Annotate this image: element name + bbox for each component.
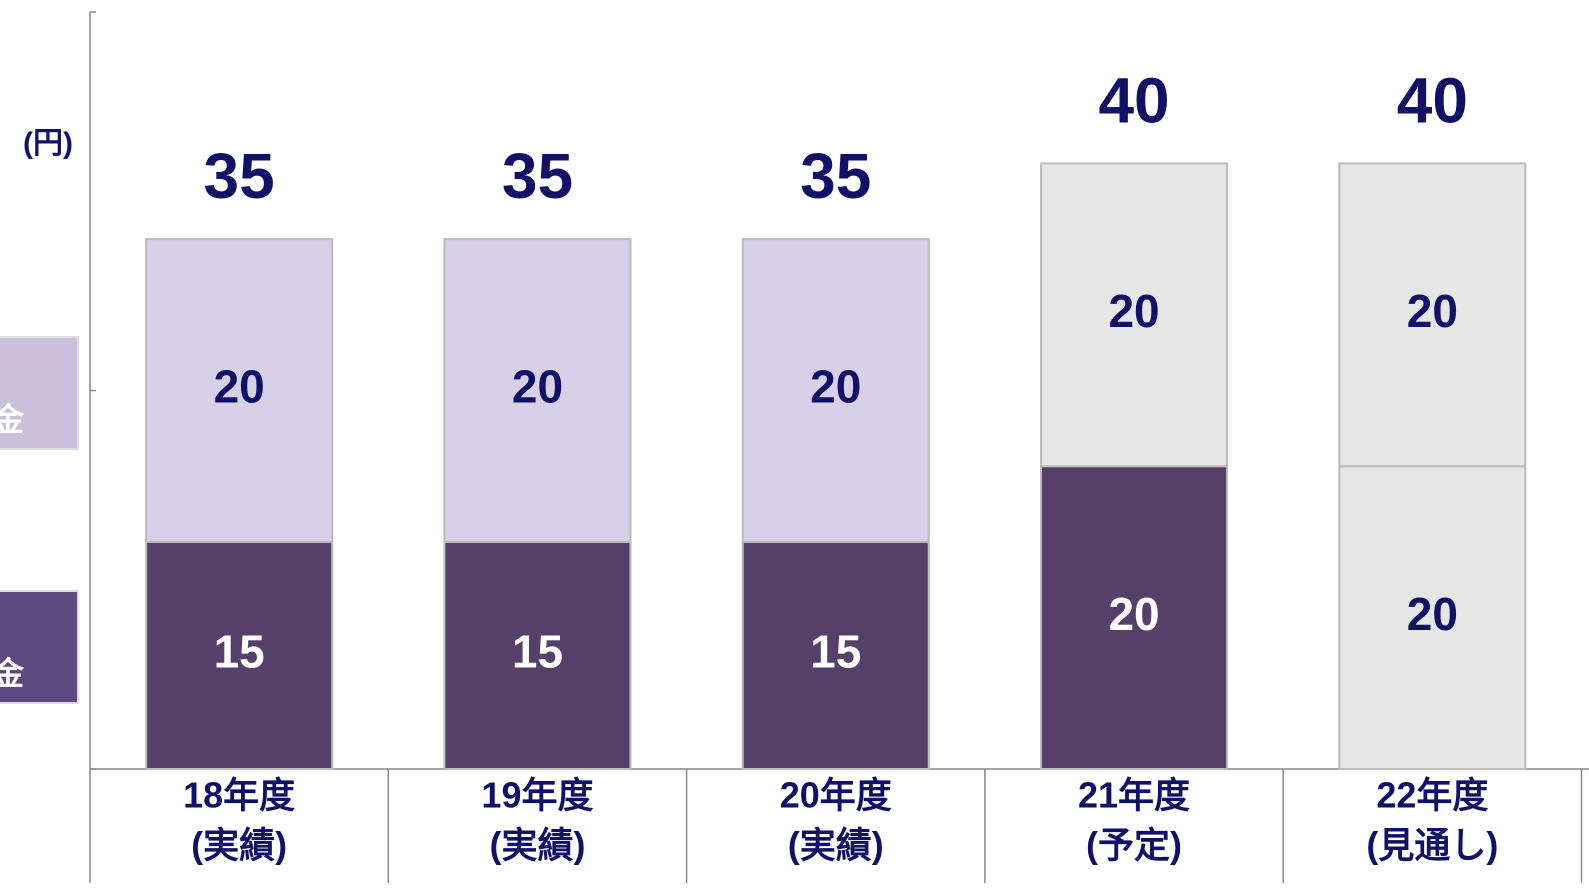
x-tick-label: (実績) bbox=[788, 825, 884, 866]
data-label: 20 bbox=[1407, 588, 1458, 640]
bar-segment bbox=[741, 540, 930, 771]
x-tick-label: (実績) bbox=[489, 825, 585, 866]
x-tick-label: 18年度 bbox=[183, 775, 295, 816]
x-tick-label: (予定) bbox=[1086, 825, 1182, 866]
x-tick-label: 21年度 bbox=[1078, 775, 1190, 816]
x-tick-label: 20年度 bbox=[780, 775, 892, 816]
data-label: 20 bbox=[1108, 588, 1159, 640]
y-axis-label: (円) bbox=[23, 127, 73, 160]
legend-swatch bbox=[0, 590, 79, 704]
bar-segment bbox=[443, 540, 632, 771]
x-tick-label: 22年度 bbox=[1376, 775, 1488, 816]
total-label: 35 bbox=[204, 140, 275, 212]
data-label: 20 bbox=[1407, 285, 1458, 337]
bar-segment bbox=[1040, 162, 1229, 468]
data-label: 20 bbox=[1108, 285, 1159, 337]
bar-segment bbox=[741, 238, 930, 543]
legend-label: 金 bbox=[0, 655, 25, 691]
data-label: 15 bbox=[810, 626, 861, 678]
bar-segment bbox=[1338, 465, 1527, 770]
data-label: 15 bbox=[512, 626, 563, 678]
x-tick-label: 19年度 bbox=[481, 775, 593, 816]
bar-segment bbox=[145, 540, 334, 771]
data-label: 15 bbox=[214, 626, 265, 678]
data-label: 20 bbox=[512, 361, 563, 413]
x-tick-label: (見通し) bbox=[1366, 825, 1498, 866]
bar-segment bbox=[1338, 162, 1527, 468]
legend-label: 金 bbox=[0, 401, 25, 437]
bar-segment bbox=[443, 238, 632, 543]
total-label: 35 bbox=[800, 140, 871, 212]
total-label: 40 bbox=[1397, 64, 1468, 136]
data-label: 20 bbox=[810, 361, 861, 413]
data-label: 20 bbox=[214, 361, 265, 413]
total-label: 35 bbox=[502, 140, 573, 212]
x-tick-label: (実績) bbox=[191, 825, 287, 866]
bar-segment bbox=[145, 238, 334, 543]
total-label: 40 bbox=[1098, 64, 1169, 136]
legend-swatch bbox=[0, 336, 79, 450]
